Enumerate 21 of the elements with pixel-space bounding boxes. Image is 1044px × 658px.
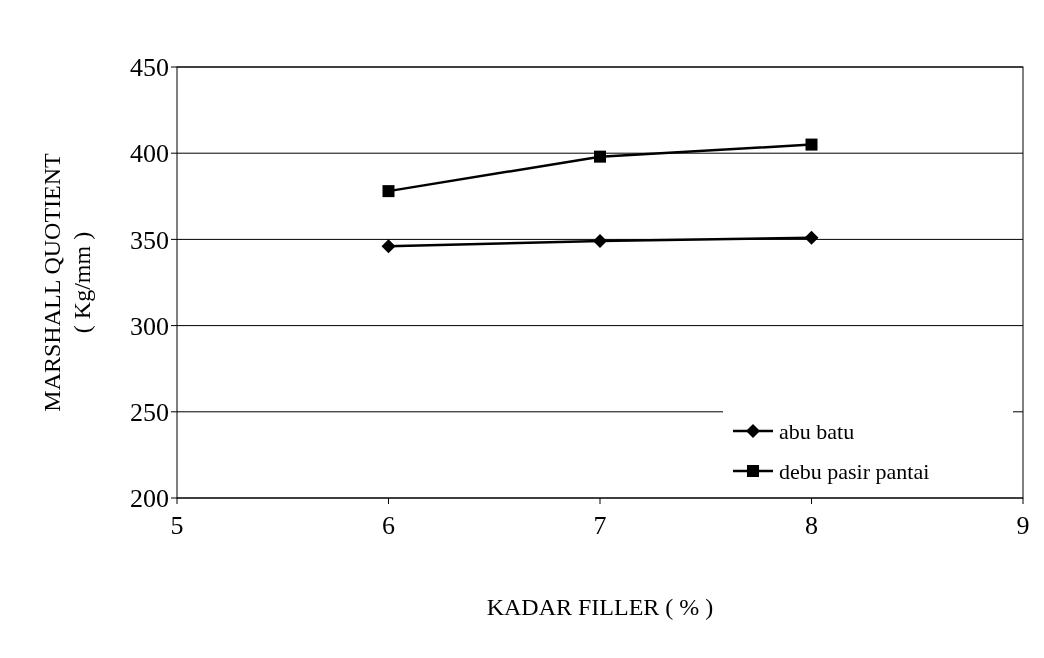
y-tick-label: 200 [130,484,169,514]
x-tick-label: 5 [170,511,184,540]
point [805,138,818,151]
x-tick-label: 8 [805,511,818,540]
legend-label: debu pasir pantai [779,458,930,484]
point [594,150,606,163]
y-tick-label: 350 [130,225,169,255]
y-tick-label: 400 [130,139,169,169]
y-tick-label: 450 [130,53,169,83]
x-tick-label: 6 [382,511,395,540]
point [381,239,396,254]
point [804,230,819,245]
x-axis-title: KADAR FILLER ( % ) [486,594,714,620]
y-tick-label: 250 [130,397,169,427]
x-tick-label: 7 [593,511,607,540]
legend-label: abu batu [779,418,855,444]
y-tick-label: 300 [130,311,169,341]
point [593,234,607,249]
x-tick-label: 9 [1016,511,1030,540]
point [382,185,395,198]
y-axis-title: MARSHALL QUOTIENT ( Kg/mm ) [39,152,95,412]
